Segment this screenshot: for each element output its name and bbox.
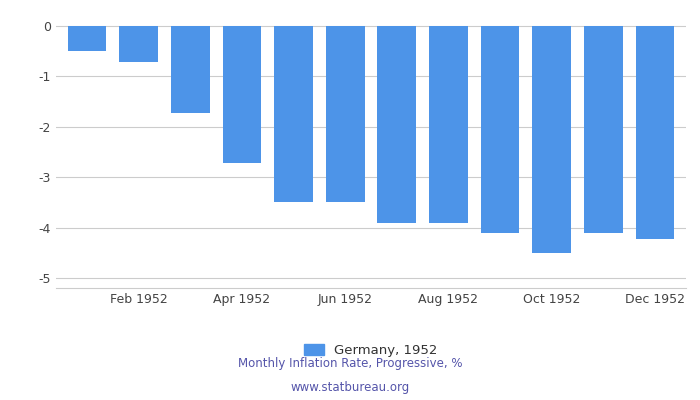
Bar (533, 26, 571, 253)
Bar (377, 26, 416, 222)
Bar (119, 26, 158, 62)
Bar (429, 26, 468, 222)
Bar (274, 26, 313, 202)
Bar (636, 26, 674, 239)
Bar (326, 26, 365, 202)
Bar (68, 26, 106, 51)
Bar (223, 26, 261, 163)
Legend: Germany, 1952: Germany, 1952 (304, 344, 438, 357)
Bar (481, 26, 519, 232)
Text: Monthly Inflation Rate, Progressive, %: Monthly Inflation Rate, Progressive, % (238, 358, 462, 370)
Bar (584, 26, 623, 232)
Text: www.statbureau.org: www.statbureau.org (290, 382, 410, 394)
Bar (171, 26, 209, 113)
